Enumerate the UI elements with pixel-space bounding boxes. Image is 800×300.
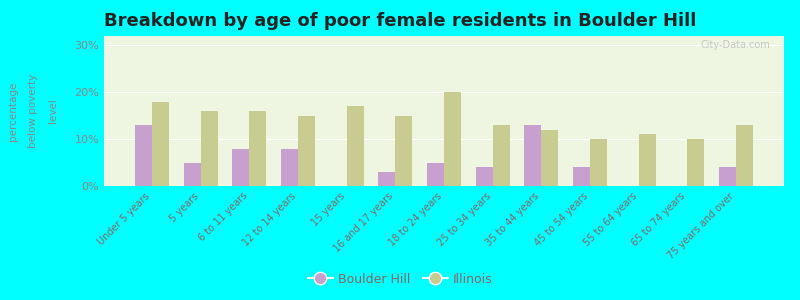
Bar <box>378 172 395 186</box>
Bar <box>476 167 493 186</box>
Text: City-Data.com: City-Data.com <box>701 40 770 50</box>
Bar <box>542 130 558 186</box>
Bar <box>638 134 656 186</box>
Bar <box>573 167 590 186</box>
Text: percentage: percentage <box>8 81 18 141</box>
Bar <box>427 163 444 186</box>
Bar <box>395 116 412 186</box>
Bar <box>298 116 315 186</box>
Bar <box>152 102 169 186</box>
Text: below poverty: below poverty <box>28 74 38 148</box>
Legend: Boulder Hill, Illinois: Boulder Hill, Illinois <box>302 268 498 291</box>
Bar <box>281 148 298 186</box>
Text: Breakdown by age of poor female residents in Boulder Hill: Breakdown by age of poor female resident… <box>104 12 696 30</box>
Text: level: level <box>48 99 58 123</box>
Bar <box>444 92 461 186</box>
Bar <box>250 111 266 186</box>
Bar <box>719 167 736 186</box>
Bar <box>201 111 218 186</box>
Bar <box>493 125 510 186</box>
Bar <box>183 163 201 186</box>
Bar <box>590 139 607 186</box>
Bar <box>524 125 542 186</box>
Bar <box>736 125 753 186</box>
Bar <box>232 148 250 186</box>
Bar <box>346 106 364 186</box>
Bar <box>687 139 705 186</box>
Bar <box>135 125 152 186</box>
